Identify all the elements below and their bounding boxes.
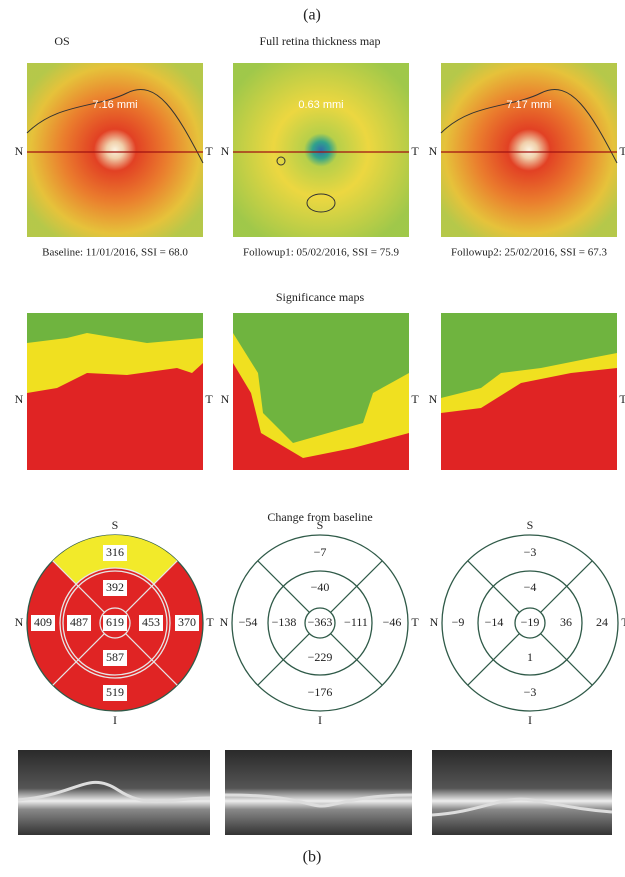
nasal-label: N (220, 615, 229, 629)
sector-value: −40 (311, 580, 330, 594)
oct-scan (432, 750, 612, 835)
sector-value: 1 (527, 650, 533, 664)
superior-label: S (317, 518, 324, 532)
temporal-label: T (411, 392, 419, 406)
sector-value: 24 (596, 615, 608, 629)
map-caption: Followup2: 25/02/2016, SSI = 67.3 (451, 247, 607, 259)
sector-value: 36 (560, 615, 572, 629)
sector-value: 487 (70, 615, 88, 629)
oct-scan (225, 750, 412, 835)
sector-value: −229 (308, 650, 333, 664)
sector-value: 316 (106, 545, 124, 559)
sector-value: −176 (308, 685, 333, 699)
sector-value: 619 (106, 615, 124, 629)
sector-value: 453 (142, 615, 160, 629)
sector-value: 370 (178, 615, 196, 629)
inferior-label: I (528, 713, 532, 727)
nasal-label: N (221, 392, 230, 406)
temporal-label: T (619, 392, 625, 406)
thickness-map-overlay (233, 63, 409, 237)
section-title: Full retina thickness map (260, 34, 381, 48)
temporal-label: T (411, 144, 419, 158)
figure: (a) OS Full retina thickness map Signifi… (0, 0, 625, 877)
superior-label: S (527, 518, 534, 532)
sector-value: 519 (106, 685, 124, 699)
nasal-label: N (430, 615, 439, 629)
nasal-label: N (15, 392, 24, 406)
sector-value: 392 (106, 580, 124, 594)
sector-value: −7 (314, 545, 327, 559)
volume-label: 7.17 mmi (506, 99, 551, 111)
sector-value: 409 (34, 615, 52, 629)
thickness-map-overlay (27, 63, 203, 237)
sector-value: −9 (452, 615, 465, 629)
sector-value: −14 (485, 615, 504, 629)
inferior-label: I (113, 713, 117, 727)
sector-value: −3 (524, 685, 537, 699)
sector-value: −363 (308, 615, 333, 629)
sector-value: 587 (106, 650, 124, 664)
temporal-label: T (205, 392, 213, 406)
map-caption: Baseline: 11/01/2016, SSI = 68.0 (42, 247, 188, 259)
sector-value: −4 (524, 580, 537, 594)
volume-label: 0.63 mmi (298, 99, 343, 111)
superior-label: S (112, 518, 119, 532)
nasal-label: N (429, 392, 438, 406)
sector-value: −19 (521, 615, 540, 629)
volume-label: 7.16 mmi (92, 99, 137, 111)
temporal-label: T (411, 615, 419, 629)
sector-value: −138 (272, 615, 297, 629)
sector-value: −54 (239, 615, 258, 629)
nasal-label: N (429, 144, 438, 158)
temporal-label: T (619, 144, 625, 158)
temporal-label: T (205, 144, 213, 158)
section-title: Significance maps (276, 290, 365, 304)
map-caption: Followup1: 05/02/2016, SSI = 75.9 (243, 247, 399, 259)
thickness-map-overlay (441, 63, 617, 237)
sector-value: −3 (524, 545, 537, 559)
eye-label: OS (54, 34, 69, 48)
nasal-label: N (15, 144, 24, 158)
panel-label: (b) (303, 849, 322, 866)
nasal-label: N (221, 144, 230, 158)
nasal-label: N (15, 615, 24, 629)
temporal-label: T (621, 615, 625, 629)
sector-value: −46 (383, 615, 402, 629)
temporal-label: T (206, 615, 214, 629)
panel-label: (a) (303, 7, 321, 24)
inferior-label: I (318, 713, 322, 727)
sector-value: −111 (344, 615, 368, 629)
oct-scan (18, 750, 210, 835)
